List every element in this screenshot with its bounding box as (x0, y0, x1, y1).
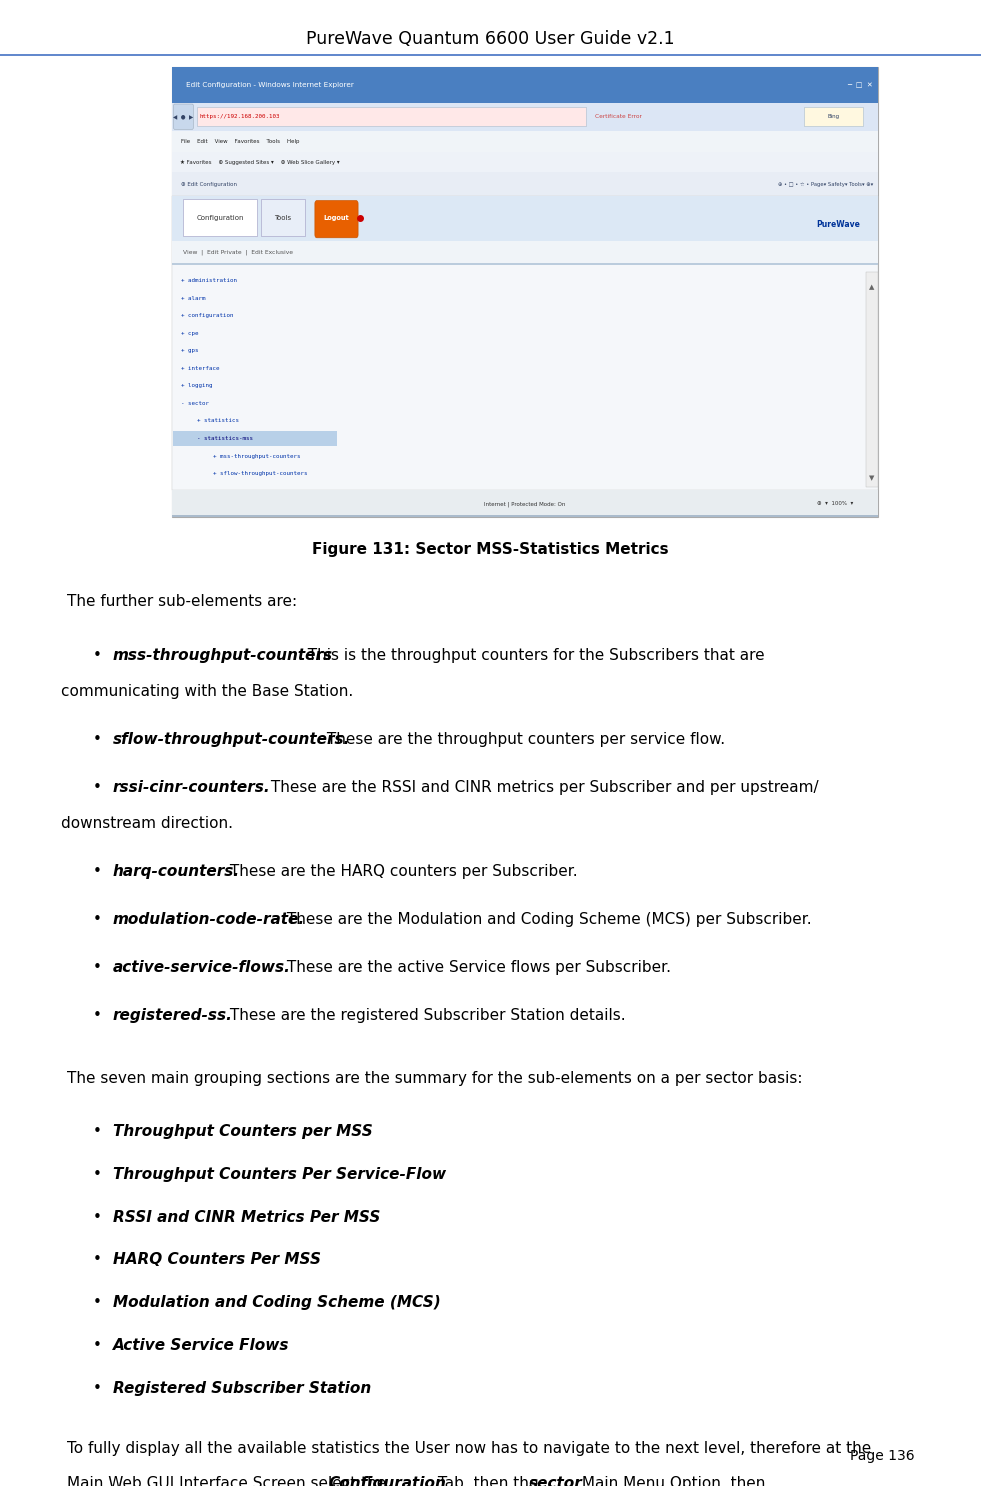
Text: . This is the throughput counters for the Subscribers that are: . This is the throughput counters for th… (298, 648, 764, 663)
Text: ▼: ▼ (869, 476, 875, 481)
Text: Figure 131: Sector MSS-Statistics Metrics: Figure 131: Sector MSS-Statistics Metric… (312, 542, 669, 557)
Text: HARQ Counters Per MSS: HARQ Counters Per MSS (113, 1253, 321, 1268)
Text: Certificate Error: Certificate Error (595, 114, 643, 119)
Text: active-service-flows.: active-service-flows. (113, 960, 290, 975)
Text: These are the HARQ counters per Subscriber.: These are the HARQ counters per Subscrib… (226, 863, 578, 878)
FancyBboxPatch shape (172, 516, 878, 517)
Text: registered-ss.: registered-ss. (113, 1008, 232, 1022)
FancyBboxPatch shape (172, 172, 878, 196)
Text: + logging: + logging (181, 383, 213, 388)
Text: Configuration: Configuration (196, 215, 244, 221)
FancyBboxPatch shape (172, 67, 878, 517)
Text: + gps: + gps (181, 348, 199, 354)
FancyBboxPatch shape (172, 152, 878, 172)
Text: - sector: - sector (181, 401, 210, 406)
Text: These are the RSSI and CINR metrics per Subscriber and per upstream/: These are the RSSI and CINR metrics per … (266, 780, 818, 795)
FancyBboxPatch shape (866, 272, 878, 487)
Text: + alarm: + alarm (181, 296, 206, 300)
Text: Active Service Flows: Active Service Flows (113, 1337, 289, 1352)
Text: sector: sector (529, 1477, 582, 1486)
FancyBboxPatch shape (172, 196, 878, 490)
Text: Page 136: Page 136 (850, 1449, 914, 1462)
Text: •: • (93, 1167, 102, 1181)
Text: ▲: ▲ (869, 284, 875, 290)
FancyBboxPatch shape (804, 107, 863, 126)
Text: + sflow-throughput-counters: + sflow-throughput-counters (213, 471, 307, 476)
Text: modulation-code-rate.: modulation-code-rate. (113, 912, 305, 927)
Text: Configuration: Configuration (328, 1477, 446, 1486)
FancyBboxPatch shape (173, 431, 337, 446)
Text: rssi-cinr-counters.: rssi-cinr-counters. (113, 780, 271, 795)
FancyBboxPatch shape (172, 490, 878, 517)
FancyBboxPatch shape (172, 196, 878, 241)
Text: •: • (93, 1380, 102, 1395)
Text: These are the throughput counters per service flow.: These are the throughput counters per se… (322, 731, 725, 746)
Text: ⊕ Edit Configuration: ⊕ Edit Configuration (181, 181, 237, 187)
FancyBboxPatch shape (183, 199, 257, 236)
Text: - statistics-mss: - statistics-mss (197, 435, 253, 441)
Text: View  |  Edit Private  |  Edit Exclusive: View | Edit Private | Edit Exclusive (183, 250, 293, 256)
Text: •: • (93, 1123, 102, 1138)
Text: sflow-throughput-counters.: sflow-throughput-counters. (113, 731, 350, 746)
Text: RSSI and CINR Metrics Per MSS: RSSI and CINR Metrics Per MSS (113, 1210, 381, 1224)
Text: Tab, then the: Tab, then the (433, 1477, 542, 1486)
Text: communicating with the Base Station.: communicating with the Base Station. (61, 684, 353, 698)
Text: Logout: Logout (324, 215, 349, 221)
Text: The seven main grouping sections are the summary for the sub-elements on a per s: The seven main grouping sections are the… (67, 1070, 802, 1085)
FancyBboxPatch shape (315, 201, 358, 238)
FancyBboxPatch shape (174, 104, 193, 129)
Text: ─  □  ✕: ─ □ ✕ (848, 82, 873, 88)
Text: Tools: Tools (275, 215, 291, 221)
Text: ★ Favorites    ⊕ Suggested Sites ▾    ⊕ Web Slice Gallery ▾: ★ Favorites ⊕ Suggested Sites ▾ ⊕ Web Sl… (180, 159, 339, 165)
Text: •: • (93, 1210, 102, 1224)
Text: •: • (93, 648, 102, 663)
Text: These are the active Service flows per Subscriber.: These are the active Service flows per S… (282, 960, 671, 975)
Text: •: • (93, 960, 102, 975)
Text: PureWave Quantum 6600 User Guide v2.1: PureWave Quantum 6600 User Guide v2.1 (306, 30, 675, 48)
Text: + statistics: + statistics (197, 419, 239, 424)
Text: Bing: Bing (828, 114, 840, 119)
Text: •: • (93, 912, 102, 927)
Text: harq-counters.: harq-counters. (113, 863, 240, 878)
Text: PureWave: PureWave (816, 220, 860, 229)
Text: The further sub-elements are:: The further sub-elements are: (67, 594, 297, 609)
FancyBboxPatch shape (172, 196, 878, 490)
Text: •: • (93, 1008, 102, 1022)
Text: •: • (93, 1337, 102, 1352)
FancyBboxPatch shape (172, 131, 878, 152)
FancyBboxPatch shape (197, 107, 586, 126)
Text: These are the registered Subscriber Station details.: These are the registered Subscriber Stat… (226, 1008, 626, 1022)
Text: mss-throughput-counters: mss-throughput-counters (113, 648, 333, 663)
FancyBboxPatch shape (261, 199, 305, 236)
Text: Edit Configuration - Windows Internet Explorer: Edit Configuration - Windows Internet Ex… (186, 82, 354, 88)
Text: •: • (93, 1296, 102, 1311)
Text: These are the Modulation and Coding Scheme (MCS) per Subscriber.: These are the Modulation and Coding Sche… (282, 912, 811, 927)
Text: Throughput Counters per MSS: Throughput Counters per MSS (113, 1123, 373, 1138)
FancyBboxPatch shape (172, 241, 878, 265)
Text: + cpe: + cpe (181, 331, 199, 336)
Text: ⊕ • □ • ☆ • Page▾ Safety▾ Tools▾ ⊕▾: ⊕ • □ • ☆ • Page▾ Safety▾ Tools▾ ⊕▾ (778, 181, 873, 187)
Text: Throughput Counters Per Service-Flow: Throughput Counters Per Service-Flow (113, 1167, 446, 1181)
Text: •: • (93, 863, 102, 878)
Text: •: • (93, 1253, 102, 1268)
FancyBboxPatch shape (172, 67, 878, 103)
Text: File    Edit    View    Favorites    Tools    Help: File Edit View Favorites Tools Help (181, 138, 300, 144)
Text: Internet | Protected Mode: On: Internet | Protected Mode: On (485, 501, 565, 507)
Text: + mss-throughput-counters: + mss-throughput-counters (213, 453, 300, 459)
Text: Registered Subscriber Station: Registered Subscriber Station (113, 1380, 371, 1395)
Text: ⊕  ▾  100%  ▾: ⊕ ▾ 100% ▾ (817, 501, 853, 507)
Text: + configuration: + configuration (181, 314, 234, 318)
Text: Main Menu Option, then: Main Menu Option, then (577, 1477, 765, 1486)
FancyBboxPatch shape (172, 103, 878, 131)
Text: •: • (93, 780, 102, 795)
Text: downstream direction.: downstream direction. (61, 816, 232, 831)
Text: https://192.168.200.103: https://192.168.200.103 (199, 114, 280, 119)
Text: Main Web GUI Interface Screen select the: Main Web GUI Interface Screen select the (67, 1477, 390, 1486)
Text: ◀  ●  ▶: ◀ ● ▶ (174, 114, 193, 119)
Text: + interface: + interface (181, 366, 220, 372)
Text: + administration: + administration (181, 278, 237, 284)
Text: Modulation and Coding Scheme (MCS): Modulation and Coding Scheme (MCS) (113, 1296, 440, 1311)
Text: To fully display all the available statistics the User now has to navigate to th: To fully display all the available stati… (67, 1441, 871, 1456)
Text: •: • (93, 731, 102, 746)
